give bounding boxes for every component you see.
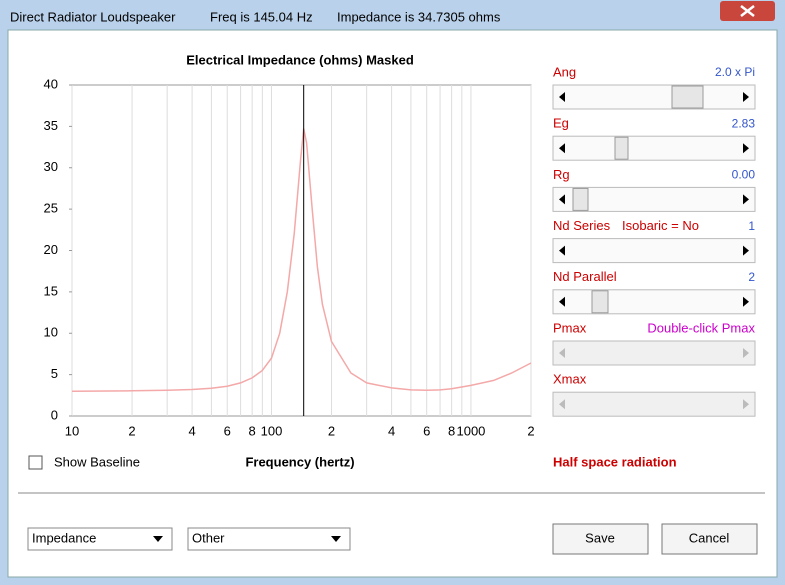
dropdown-text: Other xyxy=(192,530,225,545)
slider-label: Xmax xyxy=(553,372,587,387)
scrollbar[interactable] xyxy=(552,289,756,315)
slider-value: 1 xyxy=(748,219,755,233)
button-label: Cancel xyxy=(689,530,730,545)
y-tick-label: 0 xyxy=(51,407,58,422)
scroll-arrow xyxy=(743,296,749,307)
y-tick-label: 10 xyxy=(44,325,58,340)
window-impedance: Impedance is 34.7305 ohms xyxy=(337,9,501,24)
window-title: Direct Radiator Loudspeaker xyxy=(10,9,176,24)
scroll-thumb[interactable] xyxy=(572,187,589,211)
dropdown-arrow xyxy=(153,536,163,542)
scroll-arrow xyxy=(743,245,749,256)
y-tick-label: 15 xyxy=(44,283,58,298)
y-tick-label: 5 xyxy=(51,366,58,381)
scroll-arrow xyxy=(743,143,749,154)
scrollbar[interactable] xyxy=(552,84,756,110)
scrollbar[interactable] xyxy=(552,135,756,161)
x-tick-label: 4 xyxy=(388,423,395,438)
slider-label: Nd Parallel xyxy=(553,269,617,284)
y-tick-label: 35 xyxy=(44,118,58,133)
y-tick-label: 40 xyxy=(44,76,58,91)
scroll-arrow xyxy=(559,143,565,154)
scroll-arrow xyxy=(559,296,565,307)
note: Half space radiation xyxy=(553,454,677,469)
dropdown[interactable] xyxy=(27,527,173,551)
x-tick-label: 100 xyxy=(261,423,283,438)
slider-label: Pmax xyxy=(553,320,587,335)
scrollbar[interactable] xyxy=(552,238,756,264)
x-tick-label: 6 xyxy=(423,423,430,438)
scroll-arrow xyxy=(559,194,565,205)
scroll-arrow xyxy=(743,194,749,205)
scroll-arrow xyxy=(743,399,749,410)
x-tick-label: 6 xyxy=(224,423,231,438)
plot-area xyxy=(71,84,532,417)
scroll-arrow xyxy=(559,92,565,102)
x-tick-label: 2 xyxy=(328,423,335,438)
scroll-arrow xyxy=(559,245,565,256)
slider-label: Nd Series xyxy=(553,218,611,233)
slider-value: 0.00 xyxy=(732,168,756,182)
scroll-thumb[interactable] xyxy=(671,85,704,109)
slider-label: Ang xyxy=(553,64,576,79)
x-tick-label: 1000 xyxy=(456,423,485,438)
x-tick-label: 4 xyxy=(188,423,195,438)
scrollbar[interactable] xyxy=(552,340,756,366)
dropdown[interactable] xyxy=(187,527,351,551)
x-tick-label: 8 xyxy=(249,423,256,438)
close-icon xyxy=(740,5,755,17)
dropdown-arrow xyxy=(331,536,341,542)
dropdown-text: Impedance xyxy=(32,530,96,545)
slider-value: 2.0 x Pi xyxy=(715,65,755,79)
x-tick-label: 2 xyxy=(128,423,135,438)
x-axis-label: Frequency (hertz) xyxy=(245,454,354,469)
slider-value: 2 xyxy=(748,270,755,284)
slider-value: 2.83 xyxy=(732,116,756,130)
scroll-arrow xyxy=(559,399,565,410)
button[interactable] xyxy=(552,523,649,555)
scrollbar[interactable] xyxy=(552,391,756,417)
scroll-arrow xyxy=(559,348,565,358)
x-tick-label: 10 xyxy=(65,423,79,438)
slider-label: Rg xyxy=(553,167,570,182)
checkbox[interactable] xyxy=(28,455,43,470)
y-tick-label: 25 xyxy=(44,201,58,216)
slider-label: Eg xyxy=(553,116,569,131)
checkbox-label[interactable]: Show Baseline xyxy=(54,454,140,469)
button-label: Save xyxy=(585,530,615,545)
scroll-thumb[interactable] xyxy=(614,136,629,160)
scroll-thumb[interactable] xyxy=(591,290,609,314)
x-tick-label: 8 xyxy=(448,423,455,438)
y-tick-label: 20 xyxy=(44,242,58,257)
slider-extra: Isobaric = No xyxy=(622,218,699,233)
slider-value: Double-click Pmax xyxy=(647,320,755,335)
scroll-arrow xyxy=(743,348,749,358)
impedance-line xyxy=(71,128,532,392)
chart-title: Electrical Impedance (ohms) Masked xyxy=(186,52,414,67)
scroll-arrow xyxy=(743,92,749,102)
x-tick-label: 2 xyxy=(527,423,534,438)
button[interactable] xyxy=(661,523,758,555)
y-tick-label: 30 xyxy=(44,159,58,174)
window-freq: Freq is 145.04 Hz xyxy=(210,9,313,24)
